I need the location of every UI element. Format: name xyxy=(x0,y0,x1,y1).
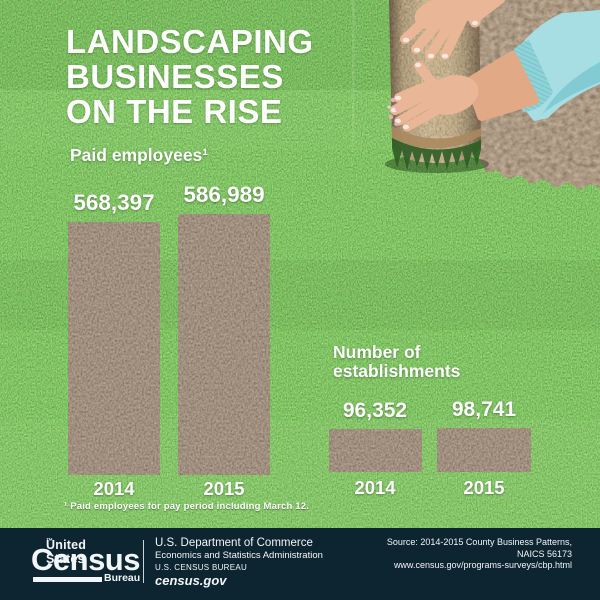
logo-underline-bar xyxy=(33,577,102,582)
value-paid-employees-2014: 568,397 xyxy=(73,190,155,215)
forearm xyxy=(465,51,539,121)
year-label-establishments-2014: 2014 xyxy=(354,477,396,498)
year-label-establishments-2015: 2015 xyxy=(463,477,505,498)
dept-of-commerce-line: U.S. Department of Commerce xyxy=(155,537,313,549)
lower-hand xyxy=(390,61,479,132)
sod-seam xyxy=(352,0,355,150)
bar-establishments-2014 xyxy=(329,429,422,472)
upper-hand xyxy=(400,0,505,60)
logo-bureau: Bureau xyxy=(104,572,141,584)
census-gov-line: census.gov xyxy=(155,573,227,588)
bar-paid-employees-2014 xyxy=(68,222,160,475)
grass-fringe xyxy=(392,138,481,171)
page-title: LANDSCAPING BUSINESSES ON THE RISE xyxy=(66,23,314,130)
logo-united-states: United States ™ xyxy=(46,538,87,566)
footnote: ¹ Paid employees for pay period includin… xyxy=(64,501,310,512)
fingernails xyxy=(390,62,421,130)
source-note: Source: 2014-2015 County Business Patter… xyxy=(386,537,572,570)
year-label-employees-2015: 2015 xyxy=(203,478,245,499)
footer-agency-block: U.S. Department of Commerce Economics an… xyxy=(155,536,395,588)
roll-cut-edge xyxy=(392,126,481,149)
sod-photo xyxy=(385,0,600,190)
economics-admin-line: Economics and Statistics Administration xyxy=(155,550,323,561)
trademark-symbol: ™ xyxy=(46,538,54,545)
footer-divider xyxy=(143,540,145,583)
bar-paid-employees-2015 xyxy=(178,214,270,475)
fingernails xyxy=(402,20,478,59)
value-establishments-2015: 98,741 xyxy=(451,398,517,421)
footer: United States ™ Census Bureau U.S. Depart… xyxy=(0,528,600,600)
pink-flowers xyxy=(387,97,399,126)
census-bureau-line: U.S. CENSUS BUREAU xyxy=(155,563,248,572)
year-label-employees-2014: 2014 xyxy=(93,478,135,499)
value-establishments-2014: 96,352 xyxy=(342,399,408,422)
paid-employees-label: Paid employees¹ xyxy=(70,145,209,165)
logo-census: Census xyxy=(31,542,140,577)
establishments-label: Number of establishments xyxy=(333,342,461,381)
value-paid-employees-2015: 586,989 xyxy=(183,182,265,207)
bar-chart-columns xyxy=(68,214,531,475)
bar-establishments-2015 xyxy=(437,428,531,472)
